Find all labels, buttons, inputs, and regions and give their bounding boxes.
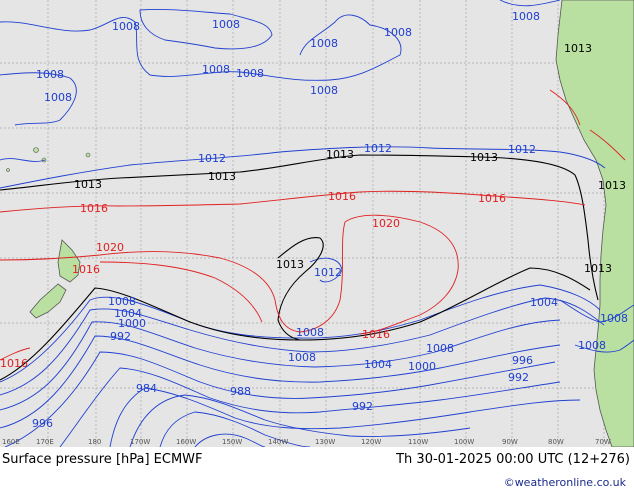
map-grid xyxy=(0,0,634,447)
longitude-ticks: 160E 170E 180 170W 160W 150W 140W 130W 1… xyxy=(2,438,611,446)
isobar-label: 1016 xyxy=(0,357,28,370)
isobar-label: 1000 xyxy=(118,317,146,330)
map-footer: Surface pressure [hPa] ECMWF Th 30-01-20… xyxy=(0,447,634,490)
pacific-islands xyxy=(6,147,91,172)
lon-tick-130w: 130W xyxy=(315,438,335,446)
isobar-label: 1012 xyxy=(364,142,392,155)
map-title: Surface pressure [hPa] ECMWF xyxy=(2,452,203,467)
lon-tick-150w: 150W xyxy=(222,438,242,446)
isobar-label: 1020 xyxy=(96,241,124,254)
isobar-label: 1004 xyxy=(364,358,392,371)
isobar-label: 992 xyxy=(110,330,131,343)
new-zealand-south-land xyxy=(29,283,67,319)
ref-labels: 1013 1013 1013 1013 1013 1013 1013 1013 xyxy=(74,42,626,275)
isobars-low xyxy=(0,0,634,447)
isobar-label: 1008 xyxy=(600,312,628,325)
lon-tick-90w: 90W xyxy=(502,438,518,446)
map-canvas: 160E 170E 180 170W 160W 150W 140W 130W 1… xyxy=(0,0,634,447)
lon-tick-160w: 160W xyxy=(176,438,196,446)
isobar-label: 1008 xyxy=(44,91,72,104)
pressure-map[interactable]: 160E 170E 180 170W 160W 150W 140W 130W 1… xyxy=(0,0,634,447)
isobar-label: 1008 xyxy=(112,20,140,33)
lon-tick-80w: 80W xyxy=(548,438,564,446)
isobar-label: 1013 xyxy=(326,148,354,161)
isobar-label: 1008 xyxy=(212,18,240,31)
isobar-label: 996 xyxy=(512,354,533,367)
lon-tick-160e: 160E xyxy=(2,438,20,446)
credit-link[interactable]: ©weatheronline.co.uk xyxy=(503,476,626,489)
new-zealand-land xyxy=(57,239,81,283)
isobar-label: 1013 xyxy=(598,179,626,192)
isobar-label: 984 xyxy=(136,382,157,395)
isobar-label: 1008 xyxy=(36,68,64,81)
isobar-label: 1013 xyxy=(276,258,304,271)
isobar-label: 1013 xyxy=(208,170,236,183)
isobar-label: 1008 xyxy=(296,326,324,339)
isobar-label: 1008 xyxy=(236,67,264,80)
isobar-label: 1004 xyxy=(530,296,558,309)
isobar-label: 1012 xyxy=(508,143,536,156)
isobar-label: 1016 xyxy=(80,202,108,215)
isobar-label: 1013 xyxy=(584,262,612,275)
low-labels: 1008 1008 1008 1008 1008 1008 1008 1008 … xyxy=(32,10,628,430)
valid-time: Th 30-01-2025 00:00 UTC (12+276) xyxy=(396,452,630,467)
isobar-label: 1008 xyxy=(578,339,606,352)
isobar-label: 992 xyxy=(508,371,529,384)
isobars-1013 xyxy=(0,154,599,381)
isobar-label: 1008 xyxy=(108,295,136,308)
lon-tick-170w: 170W xyxy=(130,438,150,446)
isobar-label: 996 xyxy=(32,417,53,430)
isobar-label: 1008 xyxy=(310,84,338,97)
isobar-label: 1020 xyxy=(372,217,400,230)
isobar-label: 1013 xyxy=(564,42,592,55)
isobar-label: 1000 xyxy=(408,360,436,373)
isobar-label: 1008 xyxy=(426,342,454,355)
isobar-label: 1012 xyxy=(314,266,342,279)
isobar-label: 1016 xyxy=(362,328,390,341)
lon-tick-180: 180 xyxy=(88,438,101,446)
south-america-land xyxy=(555,0,634,447)
isobar-label: 1013 xyxy=(470,151,498,164)
isobar-label: 992 xyxy=(352,400,373,413)
isobar-label: 1008 xyxy=(202,63,230,76)
isobar-label: 1016 xyxy=(478,192,506,205)
isobar-label: 1004 xyxy=(114,307,142,320)
isobar-label: 1008 xyxy=(288,351,316,364)
lon-tick-140w: 140W xyxy=(268,438,288,446)
lon-tick-120w: 120W xyxy=(361,438,381,446)
isobar-label: 1012 xyxy=(198,152,226,165)
lon-tick-170e: 170E xyxy=(36,438,54,446)
lon-tick-100w: 100W xyxy=(454,438,474,446)
isobar-label: 1008 xyxy=(310,37,338,50)
isobar-label: 988 xyxy=(230,385,251,398)
isobars-high xyxy=(0,89,626,361)
isobar-label: 1016 xyxy=(328,190,356,203)
isobar-label: 1008 xyxy=(512,10,540,23)
isobar-label: 1008 xyxy=(384,26,412,39)
isobar-label: 1016 xyxy=(72,263,100,276)
lon-tick-110w: 110W xyxy=(408,438,428,446)
lon-tick-70w: 70W xyxy=(595,438,611,446)
isobar-label: 1013 xyxy=(74,178,102,191)
high-labels: 1016 1016 1016 1016 1016 1016 1020 1020 xyxy=(0,190,506,370)
